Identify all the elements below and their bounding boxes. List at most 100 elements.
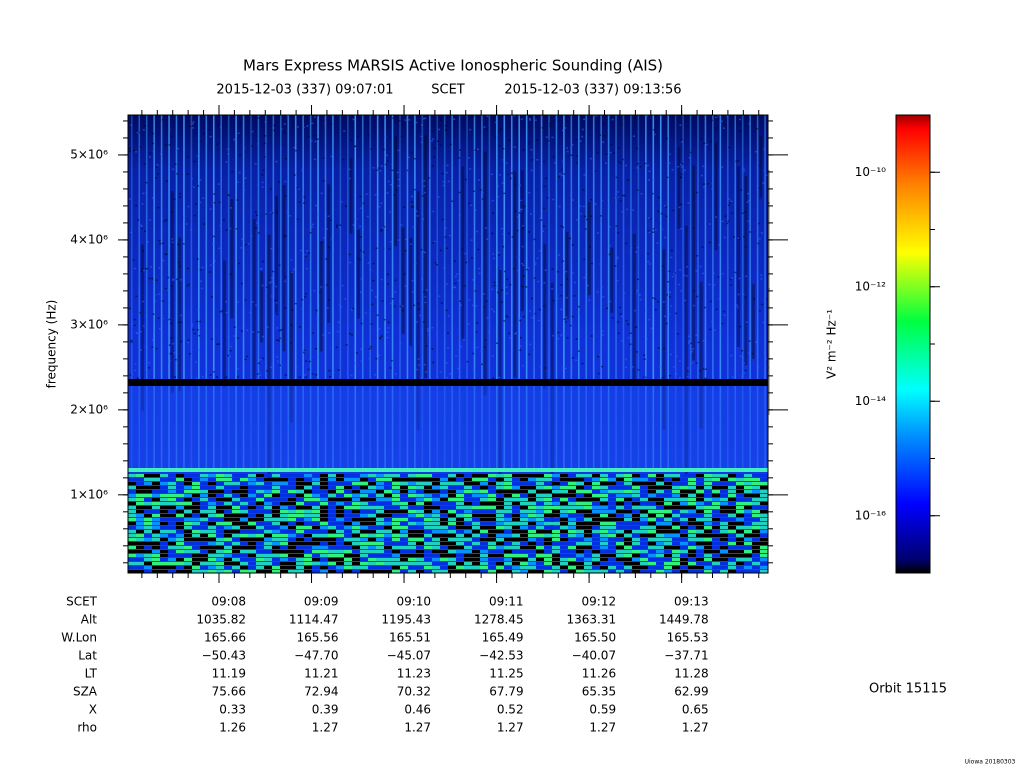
speckle bbox=[485, 128, 488, 130]
cell bbox=[232, 474, 240, 477]
speckle bbox=[177, 244, 180, 246]
ephemeris-value: 165.56 bbox=[297, 631, 339, 645]
speckle bbox=[387, 327, 390, 329]
cell bbox=[608, 494, 616, 497]
speckle bbox=[695, 191, 698, 194]
cell bbox=[344, 490, 352, 493]
cell bbox=[528, 482, 536, 485]
speckle bbox=[263, 142, 266, 145]
speckle bbox=[737, 293, 740, 296]
cell bbox=[448, 530, 456, 533]
speckle bbox=[376, 212, 379, 214]
speckle bbox=[582, 132, 585, 134]
cell bbox=[480, 498, 488, 501]
cell bbox=[424, 542, 432, 545]
cell bbox=[552, 486, 560, 489]
cell bbox=[320, 502, 328, 505]
speckle bbox=[316, 318, 319, 321]
speckle bbox=[702, 368, 705, 370]
speckle bbox=[597, 372, 600, 375]
cell bbox=[688, 530, 696, 533]
cell bbox=[272, 494, 280, 497]
cell bbox=[192, 522, 200, 525]
cell bbox=[400, 482, 408, 485]
speckle bbox=[195, 377, 198, 380]
cell bbox=[168, 542, 176, 545]
cell bbox=[472, 570, 480, 573]
cell bbox=[368, 498, 376, 501]
cell bbox=[280, 522, 288, 525]
speckle bbox=[171, 241, 174, 243]
speckle bbox=[238, 154, 241, 156]
speckle bbox=[573, 281, 576, 284]
cell bbox=[568, 562, 576, 565]
speckle bbox=[529, 310, 532, 312]
speckle bbox=[561, 160, 564, 163]
cell bbox=[680, 566, 688, 569]
speckle bbox=[171, 352, 174, 355]
speckle bbox=[375, 247, 378, 250]
speckle bbox=[621, 315, 624, 318]
cell bbox=[552, 554, 560, 557]
cell bbox=[584, 518, 592, 521]
cell bbox=[352, 558, 360, 561]
cell bbox=[696, 506, 704, 509]
cell bbox=[656, 494, 664, 497]
speckle bbox=[398, 119, 401, 122]
colorbar-tick-label: 10⁻¹⁰ bbox=[855, 165, 886, 179]
speckle bbox=[695, 334, 698, 337]
cell bbox=[512, 570, 520, 573]
cell bbox=[144, 558, 152, 561]
cell bbox=[304, 558, 312, 561]
cell bbox=[144, 546, 152, 549]
cell bbox=[240, 490, 248, 493]
cell bbox=[256, 554, 264, 557]
speckle bbox=[617, 332, 620, 335]
speckle bbox=[746, 201, 749, 203]
cell bbox=[656, 558, 664, 561]
speckle bbox=[135, 151, 138, 153]
cell bbox=[584, 530, 592, 533]
speckle bbox=[386, 336, 389, 339]
speckle bbox=[644, 377, 647, 379]
cell bbox=[152, 522, 160, 525]
cell bbox=[208, 506, 216, 509]
cell bbox=[296, 522, 304, 525]
cell bbox=[264, 502, 272, 505]
speckle bbox=[296, 187, 299, 189]
cell bbox=[520, 482, 528, 485]
cell bbox=[672, 538, 680, 541]
cell bbox=[464, 518, 472, 521]
speckle bbox=[471, 279, 474, 281]
speckle bbox=[445, 309, 448, 312]
cell bbox=[552, 542, 560, 545]
cell bbox=[136, 510, 144, 513]
cell bbox=[632, 506, 640, 509]
speckle bbox=[133, 324, 136, 326]
cell bbox=[584, 570, 592, 573]
cell bbox=[256, 558, 264, 561]
cell bbox=[544, 530, 552, 533]
speckle bbox=[427, 333, 430, 336]
cell bbox=[304, 490, 312, 493]
speckle bbox=[386, 192, 389, 194]
cell bbox=[392, 518, 400, 521]
cell bbox=[136, 570, 144, 573]
speckle bbox=[283, 123, 286, 125]
speckle bbox=[386, 273, 389, 276]
cell bbox=[248, 566, 256, 569]
speckle bbox=[293, 174, 296, 176]
speckle bbox=[560, 334, 563, 337]
speckle bbox=[719, 121, 722, 124]
cell bbox=[256, 562, 264, 565]
speckle bbox=[239, 122, 242, 125]
cell bbox=[536, 490, 544, 493]
cell bbox=[384, 550, 392, 553]
cell bbox=[520, 570, 528, 573]
cell bbox=[696, 562, 704, 565]
cell bbox=[152, 474, 160, 477]
cell bbox=[408, 478, 416, 481]
spectrogram bbox=[128, 115, 770, 573]
cell bbox=[224, 514, 232, 517]
cell bbox=[304, 550, 312, 553]
